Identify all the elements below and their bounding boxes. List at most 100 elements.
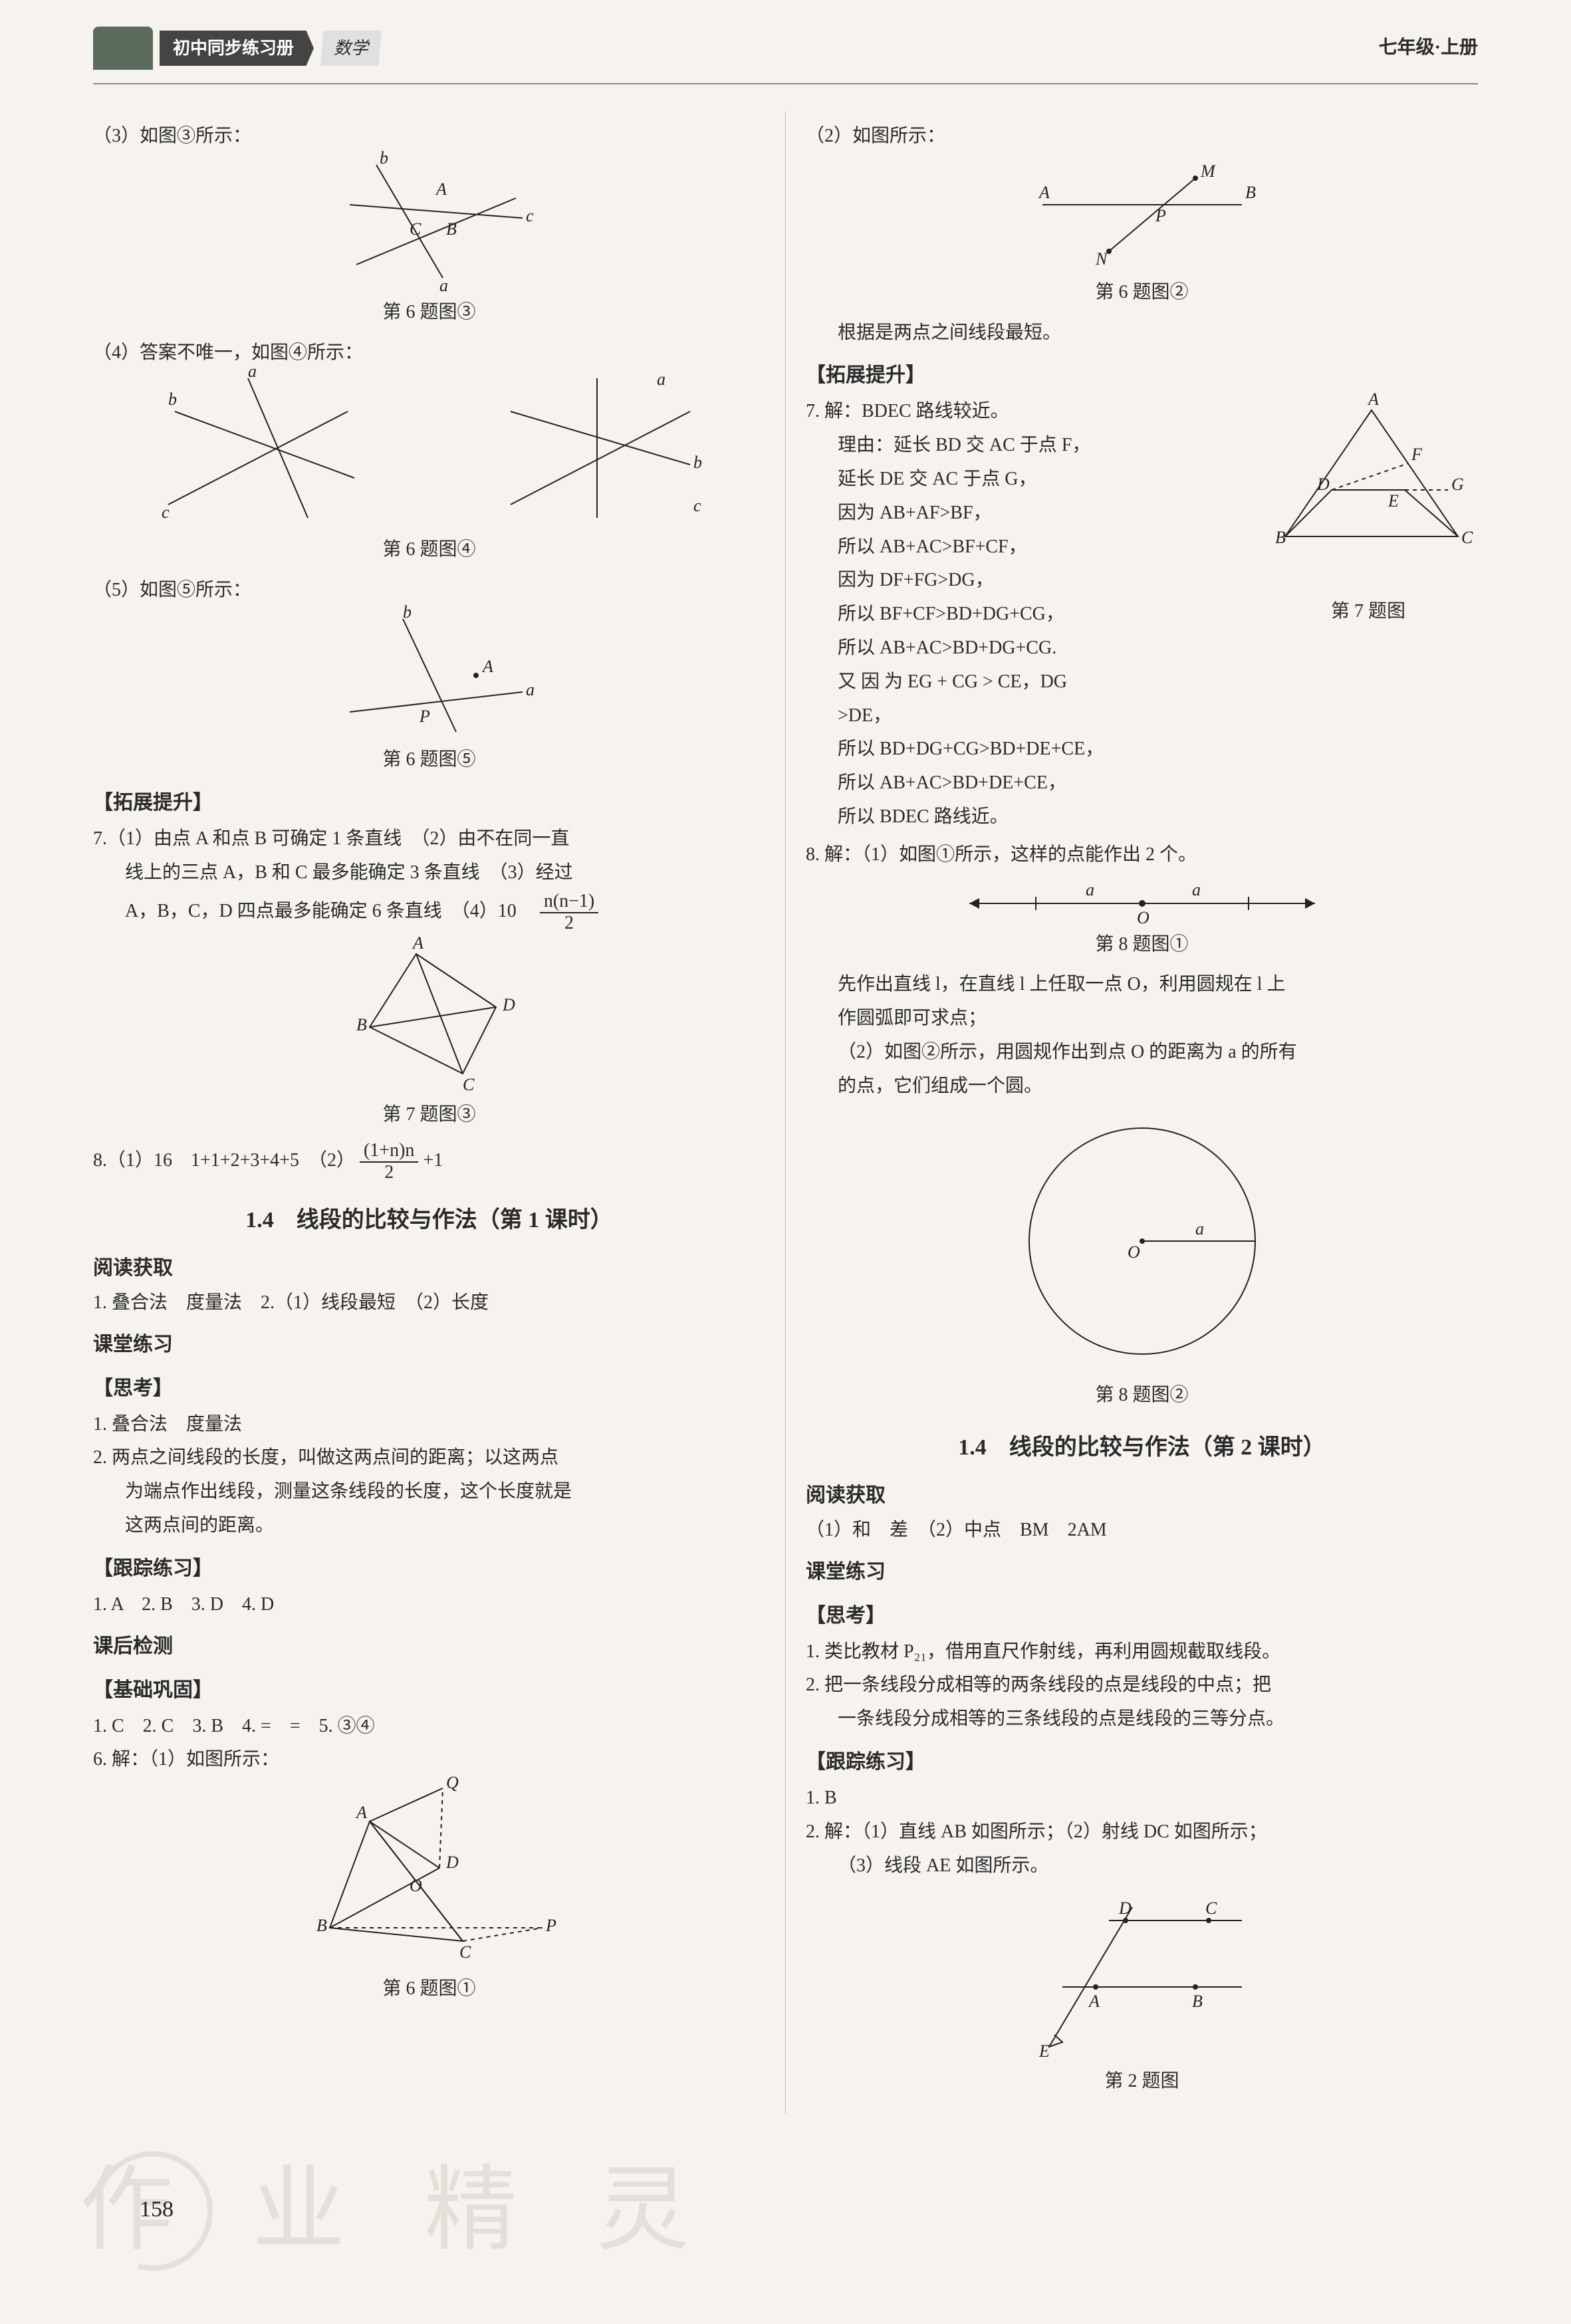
lesson-title: 1.4 线段的比较与作法（第 1 课时） bbox=[93, 1203, 765, 1238]
svg-text:C: C bbox=[1205, 1899, 1217, 1918]
text: 线上的三点 A，B 和 C 最多能确定 3 条直线 （3）经过 bbox=[93, 858, 765, 888]
fraction: (1+n)n 2 bbox=[360, 1141, 418, 1183]
svg-text:B: B bbox=[1275, 528, 1286, 547]
svg-text:C: C bbox=[410, 219, 422, 239]
figure-7: A B C D E F G 第 7 题图 bbox=[1259, 397, 1478, 638]
text: （2）如图所示： bbox=[806, 122, 1478, 152]
figure-6-5: b a A P bbox=[93, 612, 765, 739]
svg-text:O: O bbox=[1137, 908, 1149, 927]
text: 8.（1）16 1+1+2+3+4+5 （2） (1+n)n 2 +1 bbox=[93, 1141, 765, 1183]
heading-tuozhan: 【拓展提升】 bbox=[93, 787, 765, 819]
svg-text:D: D bbox=[445, 1853, 459, 1872]
svg-text:B: B bbox=[316, 1916, 327, 1935]
svg-text:a: a bbox=[439, 276, 448, 295]
heading-tuozhan: 【拓展提升】 bbox=[806, 360, 1478, 392]
svg-text:C: C bbox=[1461, 528, 1473, 547]
heading-ketang: 课堂练习 bbox=[93, 1329, 765, 1361]
text: 所以 BDEC 路线近。 bbox=[806, 802, 1478, 832]
svg-text:B: B bbox=[1192, 1992, 1203, 2011]
svg-text:G: G bbox=[1451, 475, 1464, 494]
svg-text:E: E bbox=[1388, 491, 1399, 511]
fraction: n(n−1) 2 bbox=[540, 891, 598, 934]
caption: 第 2 题图 bbox=[806, 2067, 1478, 2097]
figure-2: A B D C E bbox=[806, 1887, 1478, 2060]
text: >DE， bbox=[806, 701, 1478, 731]
text: 1. 叠合法 度量法 bbox=[93, 1410, 765, 1440]
caption: 第 7 题图 bbox=[1259, 597, 1478, 627]
svg-text:O: O bbox=[410, 1876, 422, 1895]
page-number: 158 bbox=[140, 2192, 174, 2228]
svg-text:b: b bbox=[693, 453, 702, 472]
right-column: （2）如图所示： A B M N P 第 6 题图② 根据是两点之间线段最短。 … bbox=[786, 111, 1478, 2114]
heading-yuedu: 阅读获取 bbox=[93, 1252, 765, 1284]
heading-ketang: 课堂练习 bbox=[806, 1556, 1478, 1588]
svg-text:c: c bbox=[526, 206, 534, 225]
caption: 第 6 题图① bbox=[93, 1974, 765, 2004]
svg-text:a: a bbox=[526, 680, 535, 699]
svg-text:D: D bbox=[502, 995, 515, 1014]
svg-text:b: b bbox=[380, 148, 388, 168]
svg-text:P: P bbox=[1155, 206, 1166, 225]
svg-text:A: A bbox=[355, 1803, 367, 1822]
text: （3）如图③所示： bbox=[93, 122, 765, 152]
svg-text:A: A bbox=[435, 179, 447, 199]
text: 为端点作出线段，测量这条线段的长度，这个长度就是 bbox=[93, 1477, 765, 1507]
header-left: 初中同步练习册 数学 bbox=[93, 27, 382, 70]
svg-text:a: a bbox=[1192, 880, 1201, 899]
figure-6-4-row: a b c a b c bbox=[93, 372, 765, 531]
text: 1. C 2. C 3. B 4. = = 5. ③④ bbox=[93, 1712, 765, 1742]
text: 8.（1）16 1+1+2+3+4+5 （2） bbox=[93, 1150, 355, 1171]
caption: 第 7 题图③ bbox=[93, 1100, 765, 1130]
text: 先作出直线 l，在直线 l 上任取一点 O，利用圆规在 l 上 bbox=[806, 970, 1478, 1000]
figure-6-3: b c a A C B bbox=[93, 158, 765, 291]
svg-text:B: B bbox=[1245, 183, 1256, 202]
text: 作圆弧即可求点； bbox=[806, 1004, 1478, 1034]
text: 根据是两点之间线段最短。 bbox=[806, 318, 1478, 348]
left-column: （3）如图③所示： b c a A C B 第 6 题图③ （4）答案不唯一，如… bbox=[93, 111, 786, 2114]
heading-yuedu: 阅读获取 bbox=[806, 1480, 1478, 1512]
text: 所以 AB+AC>BD+DG+CG. bbox=[806, 634, 1478, 663]
figure-7-3: A B C D bbox=[93, 941, 765, 1094]
denominator: 2 bbox=[540, 913, 598, 934]
text: （3）线段 AE 如图所示。 bbox=[806, 1851, 1478, 1881]
svg-text:a: a bbox=[248, 362, 257, 381]
svg-text:P: P bbox=[545, 1916, 556, 1935]
figure-6-4a: a b c bbox=[155, 372, 368, 531]
header-rule bbox=[93, 83, 1478, 84]
svg-text:D: D bbox=[1316, 475, 1330, 494]
heading-jichu: 【基础巩固】 bbox=[93, 1675, 765, 1706]
svg-text:c: c bbox=[162, 503, 170, 522]
svg-text:O: O bbox=[1128, 1242, 1140, 1262]
svg-text:P: P bbox=[419, 707, 430, 726]
svg-text:b: b bbox=[168, 390, 177, 409]
logo-badge bbox=[93, 27, 153, 70]
text: （4）答案不唯一，如图④所示： bbox=[93, 338, 765, 368]
text: 7.（1）由点 A 和点 B 可确定 1 条直线 （2）由不在同一直 bbox=[93, 824, 765, 854]
svg-text:D: D bbox=[1118, 1899, 1132, 1918]
caption: 第 6 题图② bbox=[806, 278, 1478, 308]
text: 一条线段分成相等的三条线段的点是线段的三等分点。 bbox=[806, 1704, 1478, 1734]
svg-text:A: A bbox=[1088, 1992, 1100, 2011]
watermark: 作 业 精 灵 bbox=[80, 2135, 716, 2284]
text: 的点，它们组成一个圆。 bbox=[806, 1072, 1478, 1102]
denominator: 2 bbox=[360, 1163, 418, 1183]
svg-text:C: C bbox=[459, 1942, 471, 1962]
caption: 第 6 题图④ bbox=[93, 535, 765, 565]
text: 1. B bbox=[806, 1784, 1478, 1813]
subject-label: 数学 bbox=[320, 31, 382, 66]
lesson-title: 1.4 线段的比较与作法（第 2 课时） bbox=[806, 1430, 1478, 1466]
svg-text:N: N bbox=[1095, 249, 1108, 269]
svg-text:E: E bbox=[1038, 2041, 1050, 2061]
text: 所以 AB+AC>BD+DE+CE， bbox=[806, 768, 1478, 798]
svg-text:M: M bbox=[1200, 162, 1216, 181]
caption: 第 8 题图① bbox=[806, 930, 1478, 960]
text: 1. A 2. B 3. D 4. D bbox=[93, 1590, 765, 1620]
svg-text:c: c bbox=[693, 496, 701, 515]
heading-genzong: 【跟踪练习】 bbox=[93, 1553, 765, 1585]
svg-text:a: a bbox=[657, 370, 665, 389]
numerator: (1+n)n bbox=[360, 1141, 418, 1163]
text: 所以 BD+DG+CG>BD+DE+CE， bbox=[806, 735, 1478, 764]
text: 1. 叠合法 度量法 2.（1）线段最短 （2）长度 bbox=[93, 1288, 765, 1318]
heading-genzong: 【跟踪练习】 bbox=[806, 1746, 1478, 1778]
content-columns: （3）如图③所示： b c a A C B 第 6 题图③ （4）答案不唯一，如… bbox=[0, 111, 1571, 2114]
